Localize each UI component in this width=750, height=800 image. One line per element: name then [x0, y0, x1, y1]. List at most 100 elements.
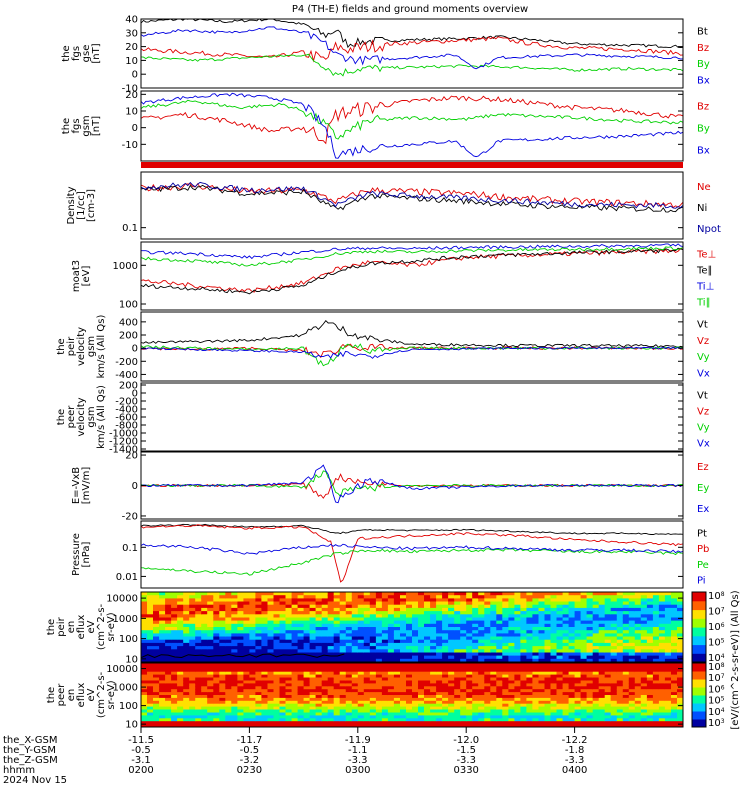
heatmap-cell [526, 692, 533, 696]
heatmap-cell [622, 611, 630, 615]
heatmap-cell [418, 718, 425, 722]
heatmap-cell [261, 712, 268, 716]
heatmap-cell [219, 652, 226, 657]
colorbar-swatch [692, 719, 706, 728]
heatmap-cell [562, 718, 570, 722]
heatmap-cell [177, 617, 184, 622]
heatmap-cell [225, 649, 232, 654]
panel-frame [140, 18, 684, 89]
heatmap-cell [478, 668, 485, 673]
heatmap-cell [261, 623, 268, 628]
heatmap-cell [315, 683, 323, 687]
heatmap-cell [321, 620, 329, 625]
heatmap-cell [436, 671, 443, 676]
heatmap-cell [568, 671, 576, 676]
heatmap-cell [303, 620, 311, 625]
heatmap-cell [195, 683, 202, 687]
heatmap-cell [646, 663, 654, 667]
heatmap-cell [381, 671, 389, 676]
heatmap-cell [255, 671, 262, 676]
heatmap-cell [249, 655, 256, 660]
heatmap-cell [526, 595, 533, 599]
heatmap-cell [201, 598, 208, 603]
heatmap-cell [478, 617, 485, 622]
heatmap-cell [580, 592, 588, 596]
heatmap-cell [490, 712, 497, 716]
heatmap-cell [646, 677, 654, 681]
heatmap-cell [279, 674, 287, 679]
heatmap-cell [598, 607, 606, 612]
heatmap-cell [562, 677, 570, 681]
heatmap-cell [502, 614, 509, 619]
heatmap-cell [658, 595, 666, 599]
heatmap-cell [622, 706, 630, 711]
heatmap-cell [484, 674, 491, 679]
heatmap-cell [147, 663, 154, 667]
heatmap-cell [375, 668, 383, 673]
heatmap-cell [183, 627, 190, 631]
heatmap-cell [586, 709, 594, 713]
heatmap-cell [640, 721, 648, 725]
heatmap-cell [213, 706, 220, 711]
heatmap-cell [237, 689, 244, 693]
heatmap-cell [231, 658, 238, 662]
heatmap-cell [225, 627, 232, 631]
heatmap-cell [406, 683, 413, 687]
heatmap-cell [508, 712, 515, 716]
heatmap-cell [315, 680, 323, 684]
heatmap-cell [502, 700, 509, 705]
panel-frame [140, 241, 684, 311]
heatmap-cell [622, 703, 630, 708]
heatmap-cell [562, 700, 570, 705]
heatmap-cell [351, 674, 359, 679]
heatmap-cell [147, 595, 154, 599]
heatmap-cell [369, 649, 377, 654]
heatmap-cell [616, 627, 624, 631]
heatmap-cell [514, 598, 521, 603]
heatmap-cell [171, 646, 178, 650]
heatmap-cell [448, 607, 455, 612]
heatmap-cell [393, 706, 401, 711]
heatmap-cell [544, 703, 552, 708]
heatmap-cell [237, 703, 244, 708]
heatmap-cell [297, 607, 305, 612]
heatmap-cell [237, 718, 244, 722]
heatmap-cell [201, 642, 208, 647]
heatmap-cell [538, 614, 546, 619]
heatmap-cell [333, 649, 341, 654]
heatmap-cell [448, 689, 455, 693]
heatmap-cell [237, 692, 244, 696]
heatmap-cell [592, 636, 600, 641]
heatmap-cell [303, 642, 311, 647]
heatmap-cell [532, 683, 539, 687]
heatmap-cell [526, 652, 533, 657]
heatmap-cell [592, 663, 600, 667]
heatmap-cell [677, 592, 683, 596]
heatmap-cell [375, 627, 383, 631]
heatmap-cell [375, 663, 383, 667]
heatmap-cell [237, 697, 244, 702]
heatmap-cell [604, 636, 612, 641]
heatmap-cell [502, 686, 509, 690]
heatmap-cell [538, 607, 546, 612]
heatmap-cell [532, 680, 539, 684]
heatmap-cell [279, 700, 287, 705]
heatmap-cell [616, 712, 624, 716]
heatmap-cell [309, 692, 317, 696]
heatmap-cell [273, 601, 281, 606]
heatmap-cell [363, 636, 371, 641]
heatmap-cell [339, 709, 347, 713]
heatmap-cell [430, 674, 437, 679]
heatmap-cell [406, 604, 413, 609]
heatmap-cell [309, 689, 317, 693]
heatmap-cell [201, 663, 208, 667]
series-Pt-line [141, 523, 683, 535]
heatmap-cell [418, 700, 425, 705]
heatmap-cell [658, 633, 666, 638]
heatmap-cell [141, 663, 148, 667]
heatmap-cell [664, 649, 672, 654]
heatmap-cell [171, 598, 178, 603]
heatmap-cell [418, 642, 425, 647]
heatmap-cell [219, 655, 226, 660]
heatmap-cell [574, 614, 582, 619]
